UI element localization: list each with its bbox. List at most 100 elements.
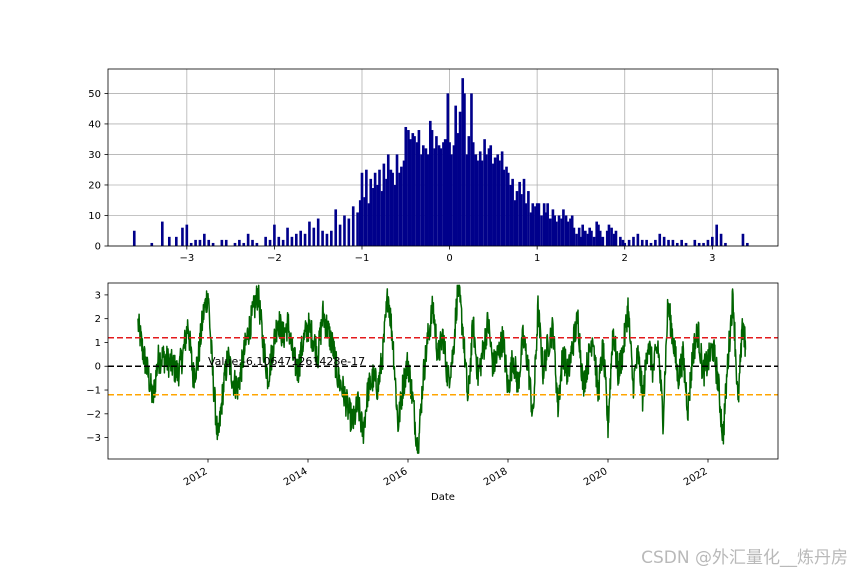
hist-bar xyxy=(564,215,568,246)
hist-bar xyxy=(667,239,670,246)
hist-bar xyxy=(476,160,479,246)
hist-bar xyxy=(671,239,675,246)
hist-bar xyxy=(557,215,561,246)
hist-bar xyxy=(632,236,635,246)
hist-bar xyxy=(662,236,666,246)
hist-bar xyxy=(185,224,189,246)
hist-bar xyxy=(411,133,415,246)
hist-bar xyxy=(395,154,399,246)
hist-bar xyxy=(581,224,585,246)
hist-bar xyxy=(590,230,593,246)
hist-bar xyxy=(627,239,631,246)
hist-bar xyxy=(316,218,320,246)
hist-bar xyxy=(402,160,406,246)
hist-bar xyxy=(264,236,267,246)
hist-bar xyxy=(211,242,215,246)
hist-bar xyxy=(358,200,362,246)
hist-bar xyxy=(715,224,719,246)
hist-bar xyxy=(520,194,523,246)
hist-bar xyxy=(584,230,587,246)
hist-bar xyxy=(160,221,164,246)
hist-ytick-label: 30 xyxy=(88,150,101,161)
hist-bar xyxy=(308,221,311,246)
hist-bar xyxy=(194,239,197,246)
hist-bar xyxy=(391,172,394,246)
hist-bar xyxy=(294,233,298,246)
timeseries-line xyxy=(137,284,747,454)
hist-bar xyxy=(420,154,423,246)
hist-bar xyxy=(492,163,495,246)
hist-bar xyxy=(702,242,705,246)
hist-bar xyxy=(189,242,193,246)
hist-bar xyxy=(454,105,458,246)
hist-bar xyxy=(452,145,456,246)
hist-bar xyxy=(562,209,565,246)
hist-bar xyxy=(569,218,572,246)
hist-bar xyxy=(437,145,441,246)
hist-bar xyxy=(407,130,410,246)
hist-bar xyxy=(382,163,386,246)
hist-bar xyxy=(619,236,622,246)
hist-bar xyxy=(505,166,508,246)
hist-bar xyxy=(560,218,563,246)
ts-xtick-label: 2016 xyxy=(382,466,410,488)
hist-bar xyxy=(621,239,625,246)
hist-bar xyxy=(654,239,657,246)
hist-bar xyxy=(553,215,556,246)
hist-bar xyxy=(246,233,250,246)
hist-bar xyxy=(351,206,355,246)
ts-xtick-label: 2022 xyxy=(682,466,710,488)
ts-xtick-label: 2012 xyxy=(182,466,210,488)
hist-bar xyxy=(546,203,549,246)
hist-bar xyxy=(242,242,246,246)
hist-bar xyxy=(544,212,548,246)
ts-xtick-label: 2018 xyxy=(482,466,510,488)
hist-bar xyxy=(529,212,533,246)
hist-bar xyxy=(233,242,237,246)
hist-bar xyxy=(303,233,307,246)
hist-bar xyxy=(658,233,662,246)
hist-bar xyxy=(347,218,351,246)
hist-ytick-label: 0 xyxy=(95,242,101,253)
hist-bar xyxy=(489,145,493,246)
hist-bar xyxy=(597,224,600,246)
ts-frame xyxy=(107,282,779,460)
hist-bar xyxy=(325,233,329,246)
hist-bar xyxy=(540,215,543,246)
ts-xtick-label: 2014 xyxy=(282,466,310,488)
hist-bar xyxy=(421,145,425,246)
hist-bar xyxy=(470,93,473,247)
hist-bar xyxy=(393,184,397,246)
hist-bar xyxy=(367,203,371,246)
hist-bar xyxy=(426,154,429,246)
hist-bar xyxy=(433,148,436,246)
hist-bar xyxy=(330,230,333,246)
hist-bar xyxy=(636,233,640,246)
hist-bar xyxy=(579,236,583,246)
hist-bar xyxy=(404,126,408,246)
hist-bar xyxy=(471,142,475,246)
hist-bar xyxy=(493,157,497,246)
hist-bar xyxy=(299,230,302,246)
hist-bar xyxy=(612,233,616,246)
hist-bar xyxy=(465,154,469,246)
watermark: CSDN @外汇量化__炼丹房 xyxy=(641,548,848,568)
hist-xtick-label: 1 xyxy=(534,253,540,264)
hist-bar xyxy=(474,154,478,246)
hist-bar xyxy=(524,203,528,246)
hist-bar xyxy=(255,242,259,246)
hist-bar xyxy=(132,230,136,246)
hist-bar xyxy=(548,218,552,246)
hist-bar xyxy=(203,233,206,246)
hist-bar xyxy=(458,111,462,246)
hist-bar xyxy=(610,227,613,246)
hist-bar xyxy=(224,239,228,246)
hist-bar xyxy=(369,178,373,246)
hist-bar xyxy=(478,151,482,246)
hist-bar xyxy=(207,239,211,246)
hist-xtick-label: −3 xyxy=(179,253,194,264)
hist-ytick-label: 10 xyxy=(88,211,101,222)
hist-xtick-label: −1 xyxy=(355,253,370,264)
hist-bar xyxy=(724,242,727,246)
